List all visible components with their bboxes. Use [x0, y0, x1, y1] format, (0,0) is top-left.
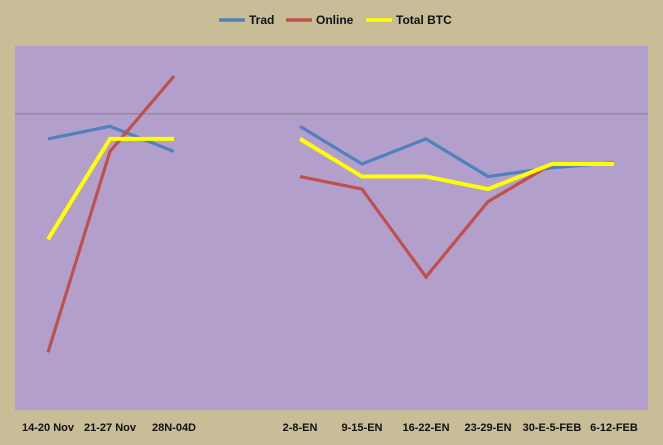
x-tick-label: 9-15-EN	[342, 422, 383, 434]
x-tick-label: 6-12-FEB	[590, 422, 638, 434]
series-line-segment	[298, 137, 614, 192]
x-tick-label: 14-20 Nov	[22, 422, 75, 434]
series-line-segment	[46, 75, 176, 353]
x-tick-label: 28N-04D	[152, 422, 196, 434]
x-tick-label: 30-E-5-FEB	[523, 422, 582, 434]
x-tick-label: 21-27 Nov	[84, 422, 137, 434]
legend-label: Online	[316, 13, 354, 27]
x-axis-ticks: 14-20 Nov 21-27 Nov 28N-04D 2-8-EN 9-15-EN 16…	[22, 422, 638, 434]
series-layer	[46, 75, 615, 353]
series-line-segment	[47, 124, 175, 153]
legend-item: Total BTC	[366, 13, 452, 27]
series-line-segment	[299, 124, 615, 179]
legend-item: Online	[286, 13, 354, 27]
legend: Trad Online Total BTC	[219, 13, 452, 27]
x-tick-label: 2-8-EN	[283, 422, 318, 434]
legend-label: Total BTC	[396, 13, 452, 27]
series-total-btc	[46, 136, 614, 241]
legend-label: Trad	[249, 13, 274, 27]
legend-item: Trad	[219, 13, 274, 27]
x-tick-label: 16-22-EN	[402, 422, 449, 434]
series-trad	[47, 124, 615, 179]
x-tick-label: 23-29-EN	[464, 422, 511, 434]
plot-area	[15, 46, 648, 410]
series-line-segment	[46, 136, 174, 241]
